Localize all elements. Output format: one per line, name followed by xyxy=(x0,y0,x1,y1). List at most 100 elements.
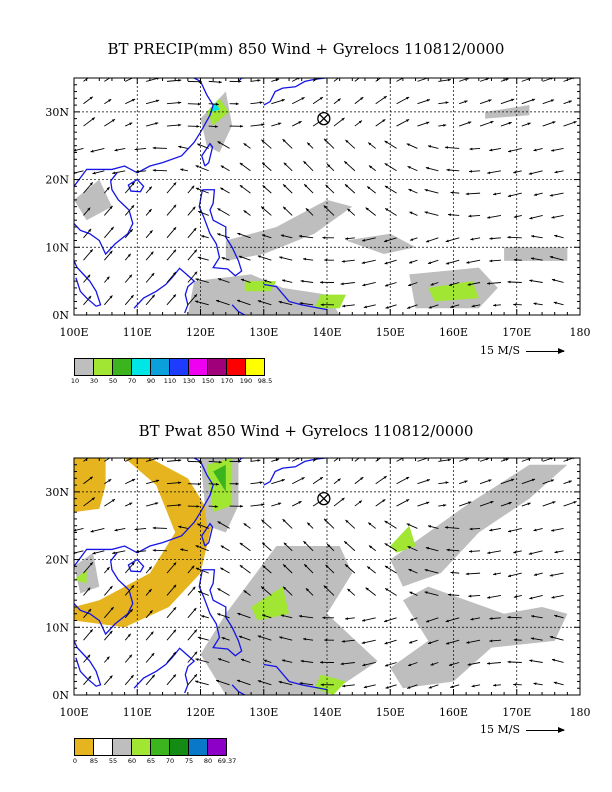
wind-vector xyxy=(166,503,182,507)
wind-vector xyxy=(250,481,263,485)
wind-vector xyxy=(305,207,314,216)
coastline xyxy=(74,78,214,187)
wind-vector xyxy=(343,160,356,172)
coastline xyxy=(127,559,145,573)
wind-vector xyxy=(237,232,251,239)
wind-vector xyxy=(263,659,272,663)
shaded-region xyxy=(251,586,290,621)
wind-vector xyxy=(531,614,543,619)
wind-vector xyxy=(220,187,230,194)
wind-vector xyxy=(479,458,490,462)
wind-vector xyxy=(125,98,136,105)
wind-vector xyxy=(260,206,272,216)
wind-vector xyxy=(145,502,159,507)
wind-vector xyxy=(528,550,543,555)
wind-vector xyxy=(507,192,522,198)
wind-vector xyxy=(250,503,265,507)
wind-vector xyxy=(322,616,334,620)
wind-vector xyxy=(466,259,481,264)
x-tick-label: 130E xyxy=(249,706,278,719)
wind-vector xyxy=(384,162,397,172)
wind-vector xyxy=(354,78,360,82)
wind-vector xyxy=(217,141,230,149)
wind-vector xyxy=(271,479,285,485)
wind-vector xyxy=(166,562,177,574)
wind-vector xyxy=(513,258,522,262)
wind-vector xyxy=(300,659,314,663)
wind-vector xyxy=(187,651,198,663)
wind-vector xyxy=(271,99,285,105)
shaded-region xyxy=(74,179,112,221)
y-tick-label: 0N xyxy=(52,309,69,322)
wind-vector xyxy=(459,100,468,105)
wind-vector xyxy=(468,169,481,173)
colorbar-swatch xyxy=(226,358,246,376)
wind-vector xyxy=(83,117,96,127)
wind-vector xyxy=(217,208,230,216)
wind-vector xyxy=(114,527,126,532)
wind-vector xyxy=(365,207,376,216)
shaded-region xyxy=(74,458,214,628)
shaded-region xyxy=(390,525,416,553)
wind-vector xyxy=(145,186,153,194)
wind-vector xyxy=(445,617,460,623)
wind-vector xyxy=(438,481,449,485)
wind-vector xyxy=(195,567,209,574)
wind-vector xyxy=(407,165,418,172)
wind-vector xyxy=(375,95,387,105)
wind-vector xyxy=(283,162,293,172)
wind-vector xyxy=(333,497,345,507)
wind-vector xyxy=(362,282,376,287)
wind-vector xyxy=(187,249,198,261)
wind-vector xyxy=(257,635,272,641)
wind-vector xyxy=(92,170,105,175)
wind-vector xyxy=(263,279,272,283)
colorbar-swatch xyxy=(169,358,189,376)
wind-vector xyxy=(74,527,84,532)
wind-vector xyxy=(469,527,481,531)
colorbar-label: 190 xyxy=(239,377,253,385)
wind-vector xyxy=(396,476,410,485)
wind-vector xyxy=(239,564,251,574)
wind-vector xyxy=(152,526,167,530)
wind-vector xyxy=(303,183,314,194)
wind-vector xyxy=(513,303,522,306)
wind-vector xyxy=(220,567,230,574)
wind-vector xyxy=(340,282,355,286)
wind-vector xyxy=(83,249,94,261)
wind-vector xyxy=(124,608,134,619)
wind-vector xyxy=(521,502,531,507)
wind-vector xyxy=(83,182,94,194)
wind-vector xyxy=(530,257,543,261)
wind-vector xyxy=(531,234,543,239)
colorbar-swatch xyxy=(169,738,189,756)
wind-vector xyxy=(145,631,154,641)
wind-vector xyxy=(243,142,251,149)
wind-vector xyxy=(166,226,177,239)
wind-vector xyxy=(208,102,219,106)
wind-vector xyxy=(83,675,92,686)
wind-vector xyxy=(342,304,355,308)
colorbar-swatch xyxy=(131,738,151,756)
wind-vector xyxy=(427,525,439,529)
reference-vector-bottom: 15 M/S xyxy=(480,723,565,736)
coastline xyxy=(74,458,214,567)
wind-vector xyxy=(229,460,242,463)
wind-vector xyxy=(407,304,418,309)
wind-vector xyxy=(221,257,230,261)
wind-vector xyxy=(180,168,188,172)
precip-map: 100E 110E 120E 130E 140E 150E 160E 170E 180 0N 10N… xyxy=(45,77,591,339)
wind-vector xyxy=(236,679,251,686)
wind-vector xyxy=(343,540,356,552)
wind-vector xyxy=(542,479,555,485)
wind-vector xyxy=(479,120,494,127)
wind-vector xyxy=(384,520,397,529)
wind-vector xyxy=(467,282,481,286)
wind-vector xyxy=(187,124,200,128)
wind-vector xyxy=(125,78,136,82)
coastline xyxy=(198,569,243,657)
wind-vector xyxy=(243,522,251,529)
wind-vector xyxy=(542,121,556,127)
wind-vector xyxy=(320,303,334,307)
pwat-colorbar xyxy=(74,738,227,756)
